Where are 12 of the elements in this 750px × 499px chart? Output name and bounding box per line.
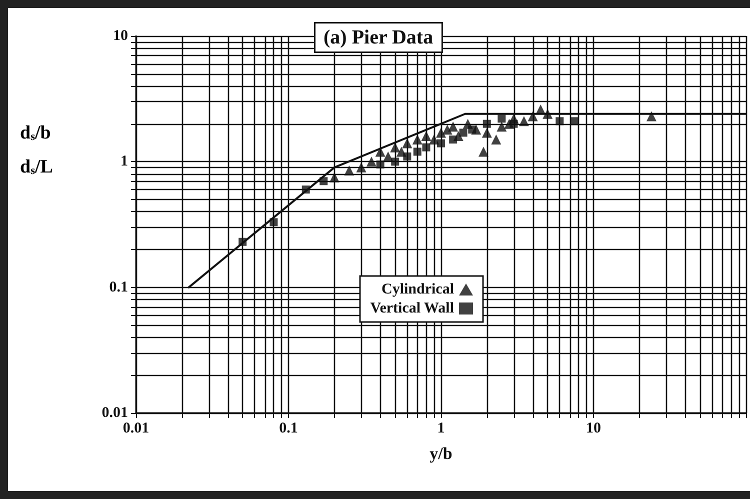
y-tick-label: 0.1 — [109, 279, 128, 296]
y-axis-title: ds/b ds/L — [20, 122, 53, 178]
x-axis-title: y/b — [430, 444, 452, 463]
x-tick-label: 1 — [437, 420, 445, 436]
y-tick-label: 1 — [120, 154, 128, 170]
y-tick-label: 10 — [113, 28, 128, 44]
x-tick-label: 0.1 — [279, 420, 298, 436]
legend-label: Cylindrical — [382, 282, 454, 298]
legend-label: Vertical Wall — [370, 300, 454, 316]
x-tick-label: 10 — [586, 420, 601, 436]
y-tick-label: 0.01 — [102, 405, 128, 421]
annotation: (a) Pier Data — [324, 26, 434, 48]
